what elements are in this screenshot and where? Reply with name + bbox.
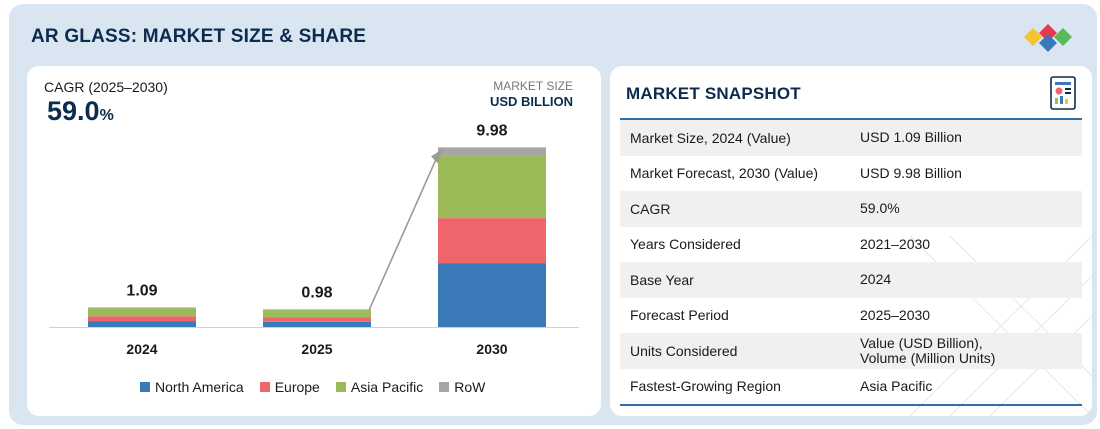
bar-segment-europe-2024 [88, 316, 196, 322]
legend-item-asia-pacific: Asia Pacific [335, 379, 424, 395]
legend-item-europe: Europe [259, 379, 320, 395]
legend-item-row: RoW [439, 379, 485, 395]
snapshot-row-units-considered: Units Considered Value (USD Billion), Vo… [620, 333, 1082, 369]
legend-label: RoW [454, 379, 486, 395]
snapshot-title: MARKET SNAPSHOT [626, 84, 801, 103]
snapshot-row-cagr: CAGR 59.0% [620, 191, 1082, 227]
unit-label-bottom: USD BILLION [489, 94, 573, 109]
bar-segment-asia-pacific-2025 [263, 310, 371, 318]
snapshot-label: Forecast Period [630, 307, 729, 324]
legend-label: Asia Pacific [350, 379, 424, 395]
snapshot-value: 59.0% [860, 200, 900, 217]
bar-segment-europe-2030 [438, 218, 546, 264]
bar-segment-row-2030 [438, 147, 546, 156]
bar-total-label-2030: 9.98 [476, 122, 507, 139]
brand-logo-icon [1024, 24, 1072, 52]
bar-segment-north-america-2024 [88, 321, 196, 327]
bar-total-label-2025: 0.98 [301, 284, 332, 301]
legend-label: Europe [274, 379, 320, 395]
snapshot-value: Value (USD Billion), Volume (Million Uni… [850, 334, 1082, 366]
cagr-label: CAGR (2025–2030) [44, 79, 168, 95]
bar-segment-asia-pacific-2024 [88, 308, 196, 317]
bar-segment-asia-pacific-2030 [438, 155, 546, 219]
legend-item-north-america: North America [140, 379, 244, 395]
legend-label: North America [155, 379, 244, 395]
snapshot-value: 2021–2030 [860, 235, 931, 252]
snapshot-value: USD 9.98 Billion [860, 164, 962, 181]
snapshot-value-line1: Value (USD Billion), [860, 334, 983, 351]
unit-label-top: MARKET SIZE [493, 79, 573, 93]
legend-swatch [439, 382, 450, 392]
trend-arrow-head [431, 149, 442, 164]
snapshot-row-fastest-growing-region: Fastest-Growing Region Asia Pacific [620, 369, 1082, 405]
cagr-value: 59.0% [47, 96, 114, 127]
snapshot-table: Market Size, 2024 (Value) USD 1.09 Billi… [620, 118, 1082, 406]
cagr-unit: % [99, 107, 114, 124]
chart-legend: North America Europe Asia Pacific RoW [140, 379, 485, 395]
snapshot-label: Market Forecast, 2030 (Value) [630, 165, 819, 182]
snapshot-row-market-size-2024: Market Size, 2024 (Value) USD 1.09 Billi… [620, 120, 1082, 156]
snapshot-label: Base Year [630, 271, 694, 288]
infographic-frame: AR GLASS: MARKET SIZE & SHARE CAGR (2025… [9, 4, 1097, 425]
snapshot-value: USD 1.09 Billion [860, 129, 962, 146]
snapshot-value: 2024 [860, 271, 892, 288]
bar-segment-row-2024 [88, 307, 196, 309]
bar-total-label-2024: 1.09 [126, 282, 157, 299]
snapshot-row-forecast-period: Forecast Period 2025–2030 [620, 298, 1082, 334]
x-tick-label-2025: 2025 [301, 341, 332, 357]
report-document-icon [1050, 76, 1076, 110]
snapshot-label: CAGR [630, 200, 671, 217]
snapshot-row-market-forecast-2030: Market Forecast, 2030 (Value) USD 9.98 B… [620, 156, 1082, 192]
snapshot-value-line2: Volume (Million Units) [860, 349, 996, 366]
legend-swatch [335, 382, 346, 392]
market-snapshot-card: MARKET SNAPSHOT Market Size, 2024 (Value… [610, 66, 1092, 416]
snapshot-label: Fastest-Growing Region [630, 378, 781, 395]
snapshot-value: Asia Pacific [860, 377, 933, 394]
market-size-chart-card: CAGR (2025–2030) 59.0% MARKET SIZE USD B… [27, 66, 601, 416]
trend-arrow-line [368, 159, 437, 311]
stacked-bar-chart: 1.09 2024 0.98 2025 9.98 2030 [49, 122, 579, 357]
snapshot-value: 2025–2030 [860, 306, 931, 323]
legend-swatch [259, 382, 270, 392]
snapshot-label: Units Considered [630, 342, 738, 359]
bar-segment-north-america-2030 [438, 263, 546, 327]
bar-segment-north-america-2025 [263, 321, 371, 327]
snapshot-label: Market Size, 2024 (Value) [630, 129, 791, 146]
page-title: AR GLASS: MARKET SIZE & SHARE [31, 26, 367, 47]
bar-segment-europe-2025 [263, 317, 371, 322]
cagr-number: 59.0 [47, 96, 100, 126]
snapshot-label: Years Considered [630, 236, 741, 253]
snapshot-row-base-year: Base Year 2024 [620, 262, 1082, 298]
snapshot-row-years-considered: Years Considered 2021–2030 [620, 227, 1082, 263]
bar-segment-row-2025 [263, 309, 371, 311]
legend-swatch [140, 382, 150, 392]
x-tick-label-2030: 2030 [476, 341, 507, 357]
x-tick-label-2024: 2024 [126, 341, 157, 357]
